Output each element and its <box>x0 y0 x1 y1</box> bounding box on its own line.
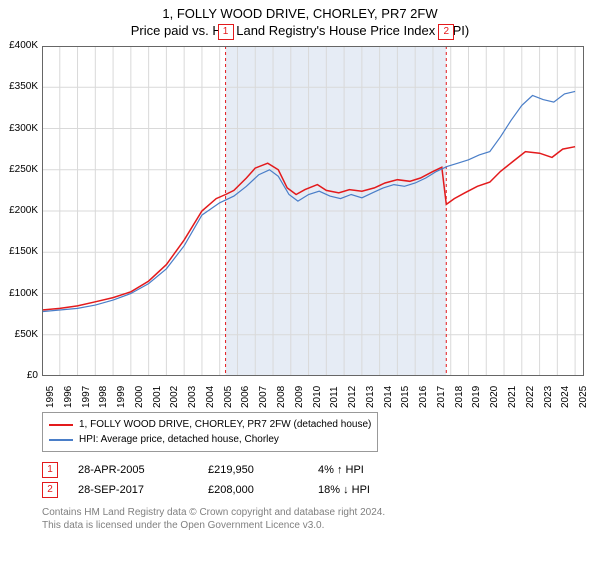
x-tick-label: 2012 <box>347 386 358 408</box>
x-tick-label: 2025 <box>578 386 589 408</box>
x-tick-label: 2019 <box>471 386 482 408</box>
chart-area: £0£50K£100K£150K£200K£250K£300K£350K£400… <box>42 46 584 376</box>
chart-marker-label: 2 <box>438 24 454 40</box>
y-tick-label: £250K <box>0 164 38 175</box>
transaction-date: 28-SEP-2017 <box>78 480 188 500</box>
x-tick-label: 2004 <box>205 386 216 408</box>
x-tick-label: 1996 <box>63 386 74 408</box>
transaction-hpi-delta: 4% ↑ HPI <box>318 460 428 480</box>
x-tick-label: 2007 <box>258 386 269 408</box>
transaction-date: 28-APR-2005 <box>78 460 188 480</box>
x-tick-label: 1995 <box>45 386 56 408</box>
transaction-price: £208,000 <box>208 480 298 500</box>
transaction-row: 2 28-SEP-2017 £208,000 18% ↓ HPI <box>42 480 600 500</box>
y-tick-label: £150K <box>0 246 38 257</box>
x-tick-label: 2003 <box>187 386 198 408</box>
line-chart <box>42 46 584 376</box>
y-tick-label: £350K <box>0 81 38 92</box>
x-tick-label: 2005 <box>223 386 234 408</box>
transactions-table: 1 28-APR-2005 £219,950 4% ↑ HPI 2 28-SEP-2017… <box>42 460 600 500</box>
x-tick-label: 1999 <box>116 386 127 408</box>
legend-swatch <box>49 439 73 441</box>
x-tick-label: 2013 <box>365 386 376 408</box>
x-tick-label: 2017 <box>436 386 447 408</box>
x-tick-label: 2018 <box>454 386 465 408</box>
chart-legend: 1, FOLLY WOOD DRIVE, CHORLEY, PR7 2FW (d… <box>42 412 378 452</box>
x-tick-label: 2000 <box>134 386 145 408</box>
transaction-index: 2 <box>42 482 58 498</box>
x-tick-label: 2016 <box>418 386 429 408</box>
chart-marker-label: 1 <box>218 24 234 40</box>
y-tick-label: £300K <box>0 123 38 134</box>
x-tick-label: 2024 <box>560 386 571 408</box>
x-tick-label: 2021 <box>507 386 518 408</box>
x-tick-label: 2001 <box>152 386 163 408</box>
x-tick-label: 2014 <box>383 386 394 408</box>
y-tick-label: £400K <box>0 40 38 51</box>
legend-item: HPI: Average price, detached house, Chor… <box>49 432 371 447</box>
chart-subtitle: Price paid vs. HM Land Registry's House … <box>0 23 600 38</box>
transaction-hpi-delta: 18% ↓ HPI <box>318 480 428 500</box>
legend-item: 1, FOLLY WOOD DRIVE, CHORLEY, PR7 2FW (d… <box>49 417 371 432</box>
x-tick-label: 2006 <box>240 386 251 408</box>
transaction-row: 1 28-APR-2005 £219,950 4% ↑ HPI <box>42 460 600 480</box>
legend-label: 1, FOLLY WOOD DRIVE, CHORLEY, PR7 2FW (d… <box>79 417 371 432</box>
chart-title-address: 1, FOLLY WOOD DRIVE, CHORLEY, PR7 2FW <box>0 6 600 21</box>
x-tick-label: 1998 <box>98 386 109 408</box>
transaction-index: 1 <box>42 462 58 478</box>
x-tick-label: 2023 <box>543 386 554 408</box>
x-tick-label: 2022 <box>525 386 536 408</box>
x-tick-label: 2009 <box>294 386 305 408</box>
x-tick-label: 2008 <box>276 386 287 408</box>
x-tick-label: 2010 <box>312 386 323 408</box>
legend-label: HPI: Average price, detached house, Chor… <box>79 432 279 447</box>
x-tick-label: 2002 <box>169 386 180 408</box>
y-tick-label: £0 <box>0 370 38 381</box>
y-tick-label: £100K <box>0 288 38 299</box>
footer-attribution: Contains HM Land Registry data © Crown c… <box>42 506 600 532</box>
y-tick-label: £200K <box>0 205 38 216</box>
x-tick-label: 2015 <box>400 386 411 408</box>
y-tick-label: £50K <box>0 329 38 340</box>
footer-line-1: Contains HM Land Registry data © Crown c… <box>42 506 600 519</box>
legend-swatch <box>49 424 73 426</box>
x-tick-label: 2020 <box>489 386 500 408</box>
x-tick-label: 1997 <box>81 386 92 408</box>
footer-line-2: This data is licensed under the Open Gov… <box>42 519 600 532</box>
transaction-price: £219,950 <box>208 460 298 480</box>
x-tick-label: 2011 <box>329 386 340 408</box>
